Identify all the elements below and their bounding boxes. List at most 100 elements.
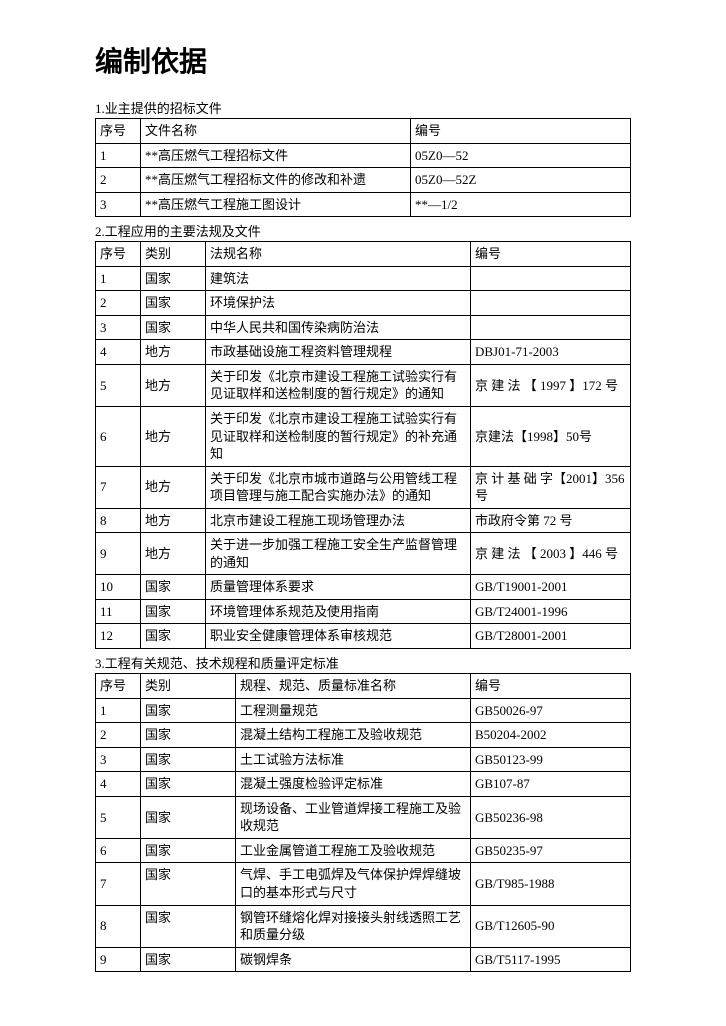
table-cell: 质量管理体系要求 [206, 575, 471, 600]
table-cell: 地方 [141, 508, 206, 533]
table-row: 11国家环境管理体系规范及使用指南GB/T24001-1996 [96, 599, 631, 624]
table-cell: 工程测量规范 [236, 698, 471, 723]
table-cell: 现场设备、工业管道焊接工程施工及验收规范 [236, 796, 471, 838]
section1-label: 1.业主提供的招标文件 [95, 98, 631, 117]
table-cell: 2 [96, 168, 141, 193]
table-cell: 关于印发《北京市建设工程施工试验实行有见证取样和送检制度的暂行规定》的补充通知 [206, 407, 471, 467]
table-row: 6国家工业金属管道工程施工及验收规范GB50235-97 [96, 838, 631, 863]
table-cell: 土工试验方法标准 [236, 747, 471, 772]
table-row: 5国家现场设备、工业管道焊接工程施工及验收规范GB50236-98 [96, 796, 631, 838]
table-row: 9国家碳钢焊条GB/T5117-1995 [96, 947, 631, 972]
section2-label: 2.工程应用的主要法规及文件 [95, 221, 631, 240]
table-cell: 6 [96, 838, 141, 863]
table-cell: 05Z0—52Z [411, 168, 631, 193]
table-row: 7国家气焊、手工电弧焊及气体保护焊焊缝坡口的基本形式与尺寸GB/T985-198… [96, 863, 631, 905]
table-cell: 国家 [141, 863, 236, 905]
table-cell: 国家 [141, 266, 206, 291]
table-cell: 国家 [141, 624, 206, 649]
table-cell: 地方 [141, 340, 206, 365]
table-cell: 11 [96, 599, 141, 624]
table-row: 2国家混凝土结构工程施工及验收规范B50204-2002 [96, 723, 631, 748]
table-cell: **高压燃气工程施工图设计 [141, 192, 411, 217]
table-cell: 1 [96, 698, 141, 723]
table-cell: B50204-2002 [471, 723, 631, 748]
table-cell: 7 [96, 466, 141, 508]
table-cell: 地方 [141, 466, 206, 508]
table-cell: 市政府令第 72 号 [471, 508, 631, 533]
table-2: 序号类别法规名称编号1国家建筑法2国家环境保护法3国家中华人民共和国传染病防治法… [95, 241, 631, 649]
table-cell: 12 [96, 624, 141, 649]
table-cell: GB107-87 [471, 772, 631, 797]
table-row: 6地方关于印发《北京市建设工程施工试验实行有见证取样和送检制度的暂行规定》的补充… [96, 407, 631, 467]
table-row: 2国家环境保护法 [96, 291, 631, 316]
table-cell: 2 [96, 291, 141, 316]
table-cell: GB/T24001-1996 [471, 599, 631, 624]
table-header-cell: 编号 [411, 119, 631, 144]
table-header-cell: 编号 [471, 242, 631, 267]
table-cell: 05Z0—52 [411, 143, 631, 168]
table-cell: 关于印发《北京市建设工程施工试验实行有见证取样和送检制度的暂行规定》的通知 [206, 364, 471, 406]
table-cell: 国家 [141, 838, 236, 863]
table-cell: 国家 [141, 698, 236, 723]
table-cell [471, 266, 631, 291]
table-cell: 国家 [141, 599, 206, 624]
table-row: 2**高压燃气工程招标文件的修改和补遗05Z0—52Z [96, 168, 631, 193]
table-cell: 国家 [141, 723, 236, 748]
table-cell [471, 291, 631, 316]
table-row: 8地方北京市建设工程施工现场管理办法市政府令第 72 号 [96, 508, 631, 533]
table-row: 1**高压燃气工程招标文件05Z0—52 [96, 143, 631, 168]
table-row: 5地方关于印发《北京市建设工程施工试验实行有见证取样和送检制度的暂行规定》的通知… [96, 364, 631, 406]
table-cell: 8 [96, 508, 141, 533]
table-row: 9地方关于进一步加强工程施工安全生产监督管理的通知京 建 法 【 2003 】4… [96, 533, 631, 575]
table-cell: 国家 [141, 796, 236, 838]
table-row: 3国家中华人民共和国传染病防治法 [96, 315, 631, 340]
table-cell: GB/T12605-90 [471, 905, 631, 947]
table-cell: 京 建 法 【 1997 】172 号 [471, 364, 631, 406]
table-cell: 气焊、手工电弧焊及气体保护焊焊缝坡口的基本形式与尺寸 [236, 863, 471, 905]
table-cell: **高压燃气工程招标文件 [141, 143, 411, 168]
table-cell: 关于印发《北京市城市道路与公用管线工程项目管理与施工配合实施办法》的通知 [206, 466, 471, 508]
table-cell: GB/T5117-1995 [471, 947, 631, 972]
table-cell: 3 [96, 192, 141, 217]
table-cell: 国家 [141, 747, 236, 772]
table-header-cell: 类别 [141, 674, 236, 699]
table-header-cell: 文件名称 [141, 119, 411, 144]
table-cell: GB50236-98 [471, 796, 631, 838]
table-row: 1国家建筑法 [96, 266, 631, 291]
table-cell: **高压燃气工程招标文件的修改和补遗 [141, 168, 411, 193]
table-header-cell: 编号 [471, 674, 631, 699]
table-cell: 工业金属管道工程施工及验收规范 [236, 838, 471, 863]
table-cell: 环境保护法 [206, 291, 471, 316]
table-row: 7地方关于印发《北京市城市道路与公用管线工程项目管理与施工配合实施办法》的通知京… [96, 466, 631, 508]
table-header-cell: 序号 [96, 674, 141, 699]
table-cell: 地方 [141, 407, 206, 467]
table-cell: 钢管环缝熔化焊对接接头射线透照工艺和质量分级 [236, 905, 471, 947]
table-row: 10国家质量管理体系要求GB/T19001-2001 [96, 575, 631, 600]
table-header-cell: 法规名称 [206, 242, 471, 267]
table-cell: 10 [96, 575, 141, 600]
table-cell: 京建法【1998】50号 [471, 407, 631, 467]
table-cell: GB50235-97 [471, 838, 631, 863]
table-cell: 9 [96, 947, 141, 972]
table-cell: GB/T28001-2001 [471, 624, 631, 649]
page-title: 编制依据 [95, 40, 631, 80]
table-row: 4国家混凝土强度检验评定标准GB107-87 [96, 772, 631, 797]
table-row: 3国家土工试验方法标准GB50123-99 [96, 747, 631, 772]
table-cell: 北京市建设工程施工现场管理办法 [206, 508, 471, 533]
table-cell: 4 [96, 772, 141, 797]
table-cell: 2 [96, 723, 141, 748]
table-cell: DBJ01-71-2003 [471, 340, 631, 365]
table-header-cell: 序号 [96, 242, 141, 267]
table-cell: 国家 [141, 575, 206, 600]
table-cell: 地方 [141, 364, 206, 406]
table-row: 4地方市政基础设施工程资料管理规程DBJ01-71-2003 [96, 340, 631, 365]
table-cell: 职业安全健康管理体系审核规范 [206, 624, 471, 649]
table-3: 序号类别规程、规范、质量标准名称编号1国家工程测量规范GB50026-972国家… [95, 673, 631, 972]
table-row: 1国家工程测量规范GB50026-97 [96, 698, 631, 723]
table-cell: GB/T19001-2001 [471, 575, 631, 600]
table-cell: 国家 [141, 291, 206, 316]
table-cell: 3 [96, 747, 141, 772]
table-cell: 4 [96, 340, 141, 365]
table-cell: 环境管理体系规范及使用指南 [206, 599, 471, 624]
table-cell: 5 [96, 796, 141, 838]
